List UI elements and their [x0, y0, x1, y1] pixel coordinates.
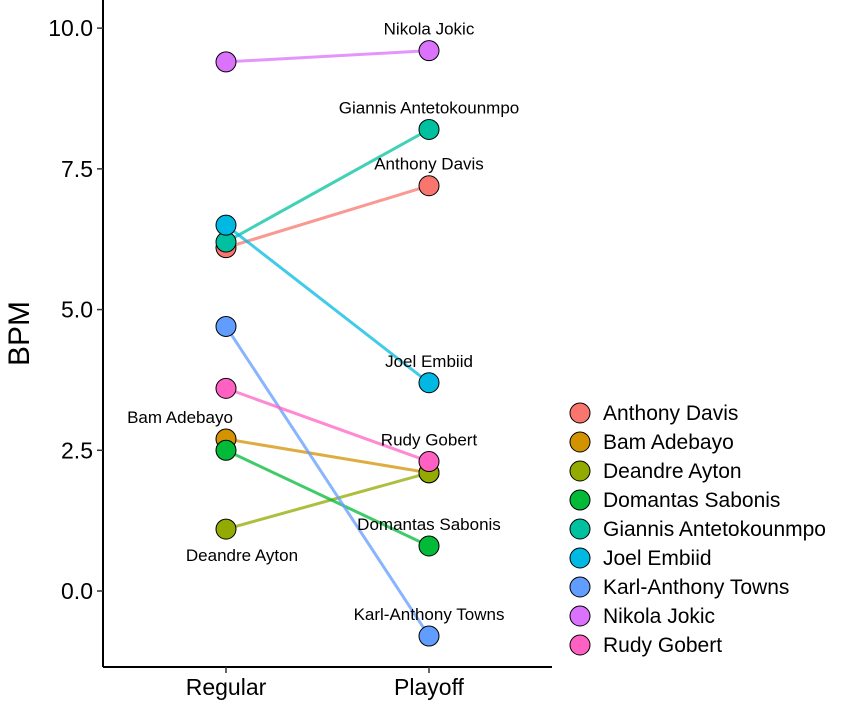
point-karl-anthony-towns-playoff	[418, 625, 440, 647]
point-joel-embiid-regular	[215, 214, 237, 236]
point-label-giannis-antetokounmpo: Giannis Antetokounmpo	[339, 98, 520, 117]
y-tick-label: 2.5	[61, 437, 93, 463]
y-tick-label: 10.0	[48, 15, 93, 41]
series-line-deandre-ayton	[225, 471, 430, 531]
legend-label-rudy-gobert: Rudy Gobert	[603, 634, 722, 657]
series-line-joel-embiid	[225, 223, 430, 384]
point-label-rudy-gobert: Rudy Gobert	[381, 431, 478, 450]
point-anthony-davis-playoff	[418, 175, 440, 197]
y-tick-label: 7.5	[61, 156, 93, 182]
point-nikola-jokic-regular	[215, 51, 237, 73]
data-points	[215, 40, 440, 647]
point-labels: Anthony Davis Bam Adebayo Deandre Ayton Dom…	[127, 20, 519, 624]
legend-label-giannis-antetokounmpo: Giannis Antetokounmpo	[603, 518, 826, 541]
point-domantas-sabonis-playoff	[418, 535, 440, 557]
y-axis-title: BPM	[3, 301, 36, 366]
point-label-bam-adebayo: Bam Adebayo	[127, 408, 233, 427]
legend-label-karl-anthony-towns: Karl-Anthony Towns	[603, 576, 789, 599]
point-label-deandre-ayton: Deandre Ayton	[186, 546, 298, 565]
legend-key-giannis-antetokounmpo	[569, 518, 591, 540]
point-domantas-sabonis-regular	[215, 439, 237, 461]
point-giannis-antetokounmpo-playoff	[418, 118, 440, 140]
legend-key-deandre-ayton	[569, 460, 591, 482]
legend-label-bam-adebayo: Bam Adebayo	[603, 431, 734, 454]
legend-key-nikola-jokic	[569, 605, 591, 627]
legend-label-domantas-sabonis: Domantas Sabonis	[603, 489, 780, 512]
point-label-karl-anthony-towns: Karl-Anthony Towns	[354, 605, 505, 624]
legend-label-anthony-davis: Anthony Davis	[603, 402, 738, 425]
legend-key-rudy-gobert	[569, 634, 591, 656]
x-tick-label-playoff: Playoff	[394, 674, 465, 700]
point-joel-embiid-playoff	[418, 372, 440, 394]
legend-key-anthony-davis	[569, 402, 591, 424]
point-nikola-jokic-playoff	[418, 40, 440, 62]
series-line-domantas-sabonis	[225, 448, 430, 548]
series-line-giannis-antetokounmpo	[225, 128, 430, 244]
series-lines	[224, 49, 431, 637]
series-line-karl-anthony-towns	[224, 325, 431, 637]
point-label-domantas-sabonis: Domantas Sabonis	[357, 515, 501, 534]
series-line-bam-adebayo	[225, 437, 430, 475]
legend-label-nikola-jokic: Nikola Jokic	[603, 605, 715, 628]
point-rudy-gobert-regular	[215, 377, 237, 399]
point-deandre-ayton-regular	[215, 518, 237, 540]
y-tick-label: 0.0	[61, 578, 93, 604]
point-label-nikola-jokic: Nikola Jokic	[384, 20, 475, 39]
legend-key-karl-anthony-towns	[569, 576, 591, 598]
point-label-anthony-davis: Anthony Davis	[374, 155, 484, 174]
series-line-rudy-gobert	[225, 386, 430, 463]
legend-key-bam-adebayo	[569, 431, 591, 453]
legend-key-domantas-sabonis	[569, 489, 591, 511]
legend: Anthony Davis Bam Adebayo Deandre Ayton Dom…	[569, 402, 826, 657]
series-line-nikola-jokic	[225, 49, 430, 64]
point-rudy-gobert-playoff	[418, 451, 440, 473]
legend-label-deandre-ayton: Deandre Ayton	[603, 460, 742, 483]
x-tick-label-regular: Regular	[186, 674, 267, 700]
point-label-joel-embiid: Joel Embiid	[385, 352, 473, 371]
series-line-anthony-davis	[225, 184, 430, 250]
legend-key-joel-embiid	[569, 547, 591, 569]
axes: 0.0 2.5 5.0 7.5 10.0 Regular Playoff BPM	[3, 0, 552, 700]
legend-label-joel-embiid: Joel Embiid	[603, 547, 712, 570]
y-tick-label: 5.0	[61, 297, 93, 323]
point-karl-anthony-towns-regular	[215, 315, 237, 337]
